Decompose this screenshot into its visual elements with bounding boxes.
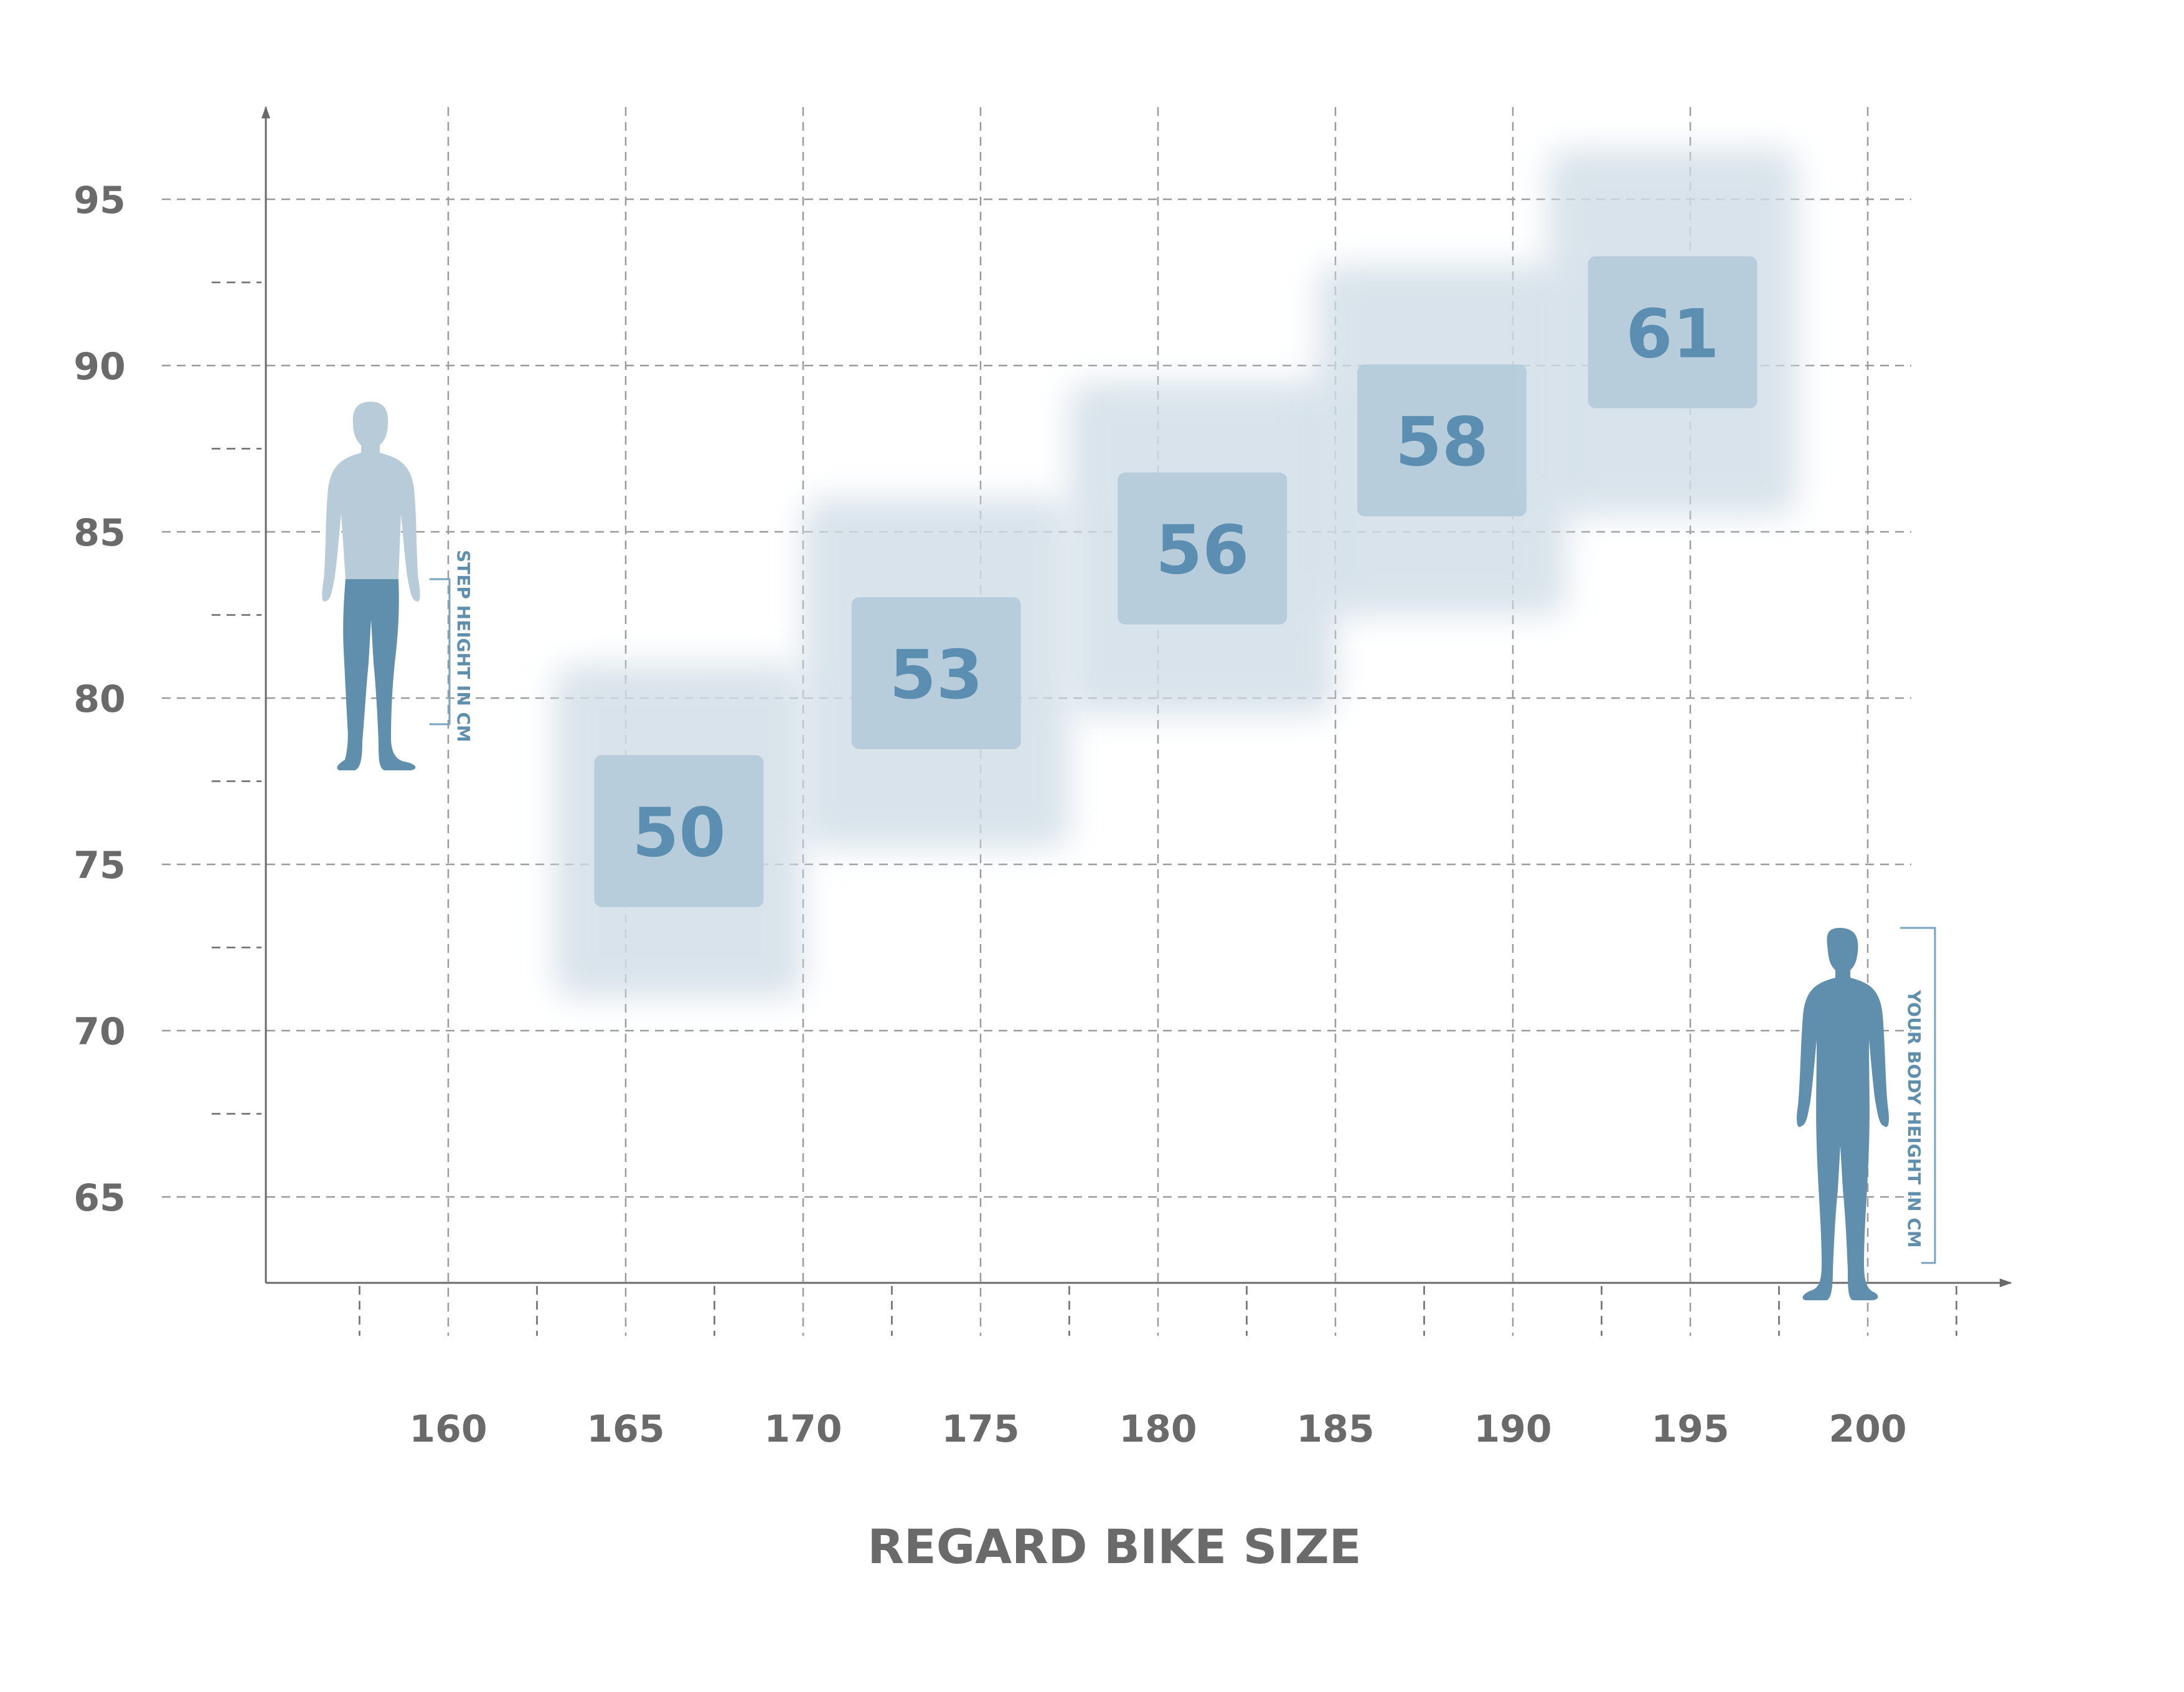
- step-height-label: STEP HEIGHT IN CM: [453, 550, 474, 742]
- y-tick-label: 70: [73, 1010, 126, 1054]
- size-box-core: [594, 755, 764, 907]
- body-height-bracket: [1900, 927, 1936, 1264]
- size-box-58: 58: [1317, 265, 1566, 615]
- size-label: 50: [632, 795, 725, 872]
- y-tick-label: 95: [73, 179, 126, 222]
- size-label: 56: [1156, 512, 1249, 590]
- size-label: 58: [1395, 404, 1489, 481]
- y-tick-label: 80: [73, 678, 126, 721]
- size-box-50: 50: [555, 664, 803, 998]
- axes: [261, 106, 2012, 1287]
- x-tick-label: 190: [1474, 1407, 1551, 1451]
- tick-labels: 160 165 170 175 180 185 190 195 200 95 90 85 80 75 70 6…: [73, 179, 1906, 1451]
- size-box-core: [1588, 256, 1758, 409]
- body-height-label: YOUR BODY HEIGHT IN CM: [1904, 990, 1924, 1248]
- y-tick-label: 65: [73, 1176, 126, 1220]
- step-height-bracket: [430, 578, 451, 725]
- x-tick-label: 175: [941, 1407, 1019, 1451]
- size-box-core: [851, 597, 1021, 749]
- size-box-61: 61: [1548, 149, 1797, 516]
- x-tick-label: 165: [586, 1407, 664, 1451]
- y-tick-label: 90: [73, 345, 126, 389]
- y-tick-label: 75: [73, 844, 126, 887]
- size-label: 53: [890, 636, 983, 714]
- upper-body-silhouette: [322, 402, 420, 602]
- x-tick-label: 185: [1296, 1407, 1374, 1451]
- body-silhouette: [1797, 928, 1889, 1300]
- x-tick-label: 195: [1651, 1407, 1729, 1451]
- person-silhouette-icon: [1797, 928, 1889, 1300]
- x-axis-title: REGARD BIKE SIZE: [867, 1519, 1361, 1574]
- size-label: 61: [1626, 296, 1719, 374]
- x-tick-label: 200: [1829, 1407, 1906, 1451]
- y-tick-label: 85: [73, 511, 126, 555]
- x-tick-label: 160: [409, 1407, 487, 1451]
- size-box-53: 53: [803, 498, 1070, 848]
- person-silhouette-icon: [322, 402, 420, 770]
- size-box-core: [1357, 364, 1527, 517]
- x-tick-label: 170: [764, 1407, 842, 1451]
- step-height-figure: STEP HEIGHT IN CM: [322, 402, 474, 770]
- size-box-core: [1118, 472, 1287, 625]
- body-height-figure: YOUR BODY HEIGHT IN CM: [1797, 927, 1936, 1300]
- x-tick-label: 180: [1119, 1407, 1197, 1451]
- lower-body-silhouette: [337, 579, 416, 770]
- size-box-56: 56: [1069, 382, 1335, 715]
- size-boxes: 50 53 56 58 61: [555, 149, 1797, 998]
